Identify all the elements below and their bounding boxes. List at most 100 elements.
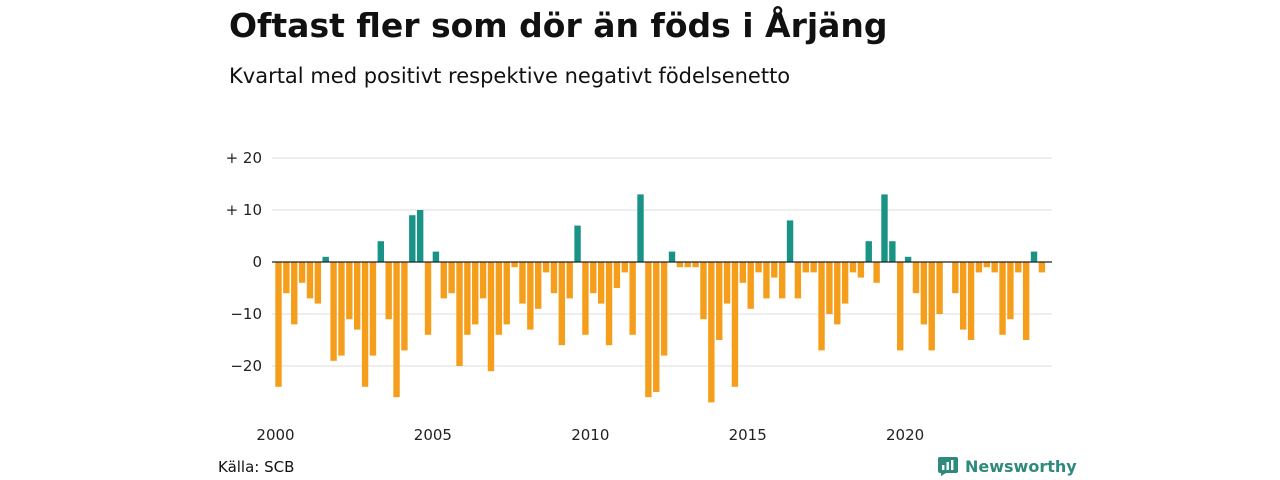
bar-2009-q1 [558, 262, 566, 346]
bar-2014-q3 [731, 262, 739, 387]
bar-2017-q4 [834, 262, 841, 325]
bar-2000-q2 [283, 262, 290, 294]
bar-2008-q3 [542, 262, 550, 273]
bar-2015-q3 [763, 262, 770, 299]
bar-2010-q4 [613, 262, 621, 288]
bar-2001-q1 [306, 262, 314, 299]
bar-2007-q2 [503, 262, 510, 325]
bar-2013-q4 [708, 262, 715, 403]
bar-2023-q2 [1007, 262, 1014, 320]
bar-2022-q1 [967, 262, 975, 340]
bar-2012-q3 [668, 251, 676, 262]
bar-2018-q2 [849, 262, 857, 273]
bar-2002-q1 [338, 262, 345, 356]
bar-2000-q3 [291, 262, 298, 325]
bar-2006-q1 [464, 262, 471, 335]
bar-2003-q1 [369, 262, 377, 356]
bar-2008-q4 [550, 262, 558, 294]
bar-2022-q3 [983, 262, 990, 268]
bar-2001-q3 [322, 256, 329, 262]
bar-2012-q2 [660, 262, 668, 356]
y-tick-label: + 10 [226, 201, 262, 219]
bar-2002-q2 [346, 262, 353, 320]
y-tick-label: + 20 [226, 149, 262, 167]
chart-subtitle: Kvartal med positivt respektive negativt… [229, 64, 791, 88]
bar-2018-q3 [857, 262, 865, 278]
x-tick-label: 2010 [571, 426, 609, 444]
bar-2006-q4 [487, 262, 495, 372]
bar-2000-q4 [298, 262, 306, 283]
bar-2016-q2 [786, 220, 794, 262]
bar-2007-q3 [511, 262, 518, 268]
bar-2018-q1 [841, 262, 849, 304]
bar-chart: + 20 + 10 0 −10 −20 2000 2005 2010 2015 2020 [226, 149, 1052, 444]
bar-2004-q2 [409, 215, 416, 262]
bar-2022-q4 [991, 262, 998, 273]
bar-2022-q2 [975, 262, 983, 273]
x-tick-label: 2000 [256, 426, 294, 444]
bar-2009-q3 [574, 225, 581, 262]
bar-2015-q4 [771, 262, 778, 278]
bar-2010-q2 [597, 262, 605, 304]
y-axis-ticks: + 20 + 10 0 −10 −20 [226, 149, 262, 375]
bar-2012-q4 [676, 262, 684, 268]
bar-2002-q4 [361, 262, 369, 387]
bar-2003-q2 [377, 241, 385, 262]
chart-title: Oftast fler som dör än föds i Årjäng [229, 6, 888, 45]
x-tick-label: 2015 [729, 426, 767, 444]
x-axis-ticks: 2000 2005 2010 2015 2020 [256, 426, 924, 444]
bar-2015-q1 [747, 262, 754, 309]
bar-2007-q4 [519, 262, 526, 304]
bars [275, 194, 1046, 403]
bar-2005-q2 [440, 262, 447, 299]
bar-2023-q3 [1015, 262, 1022, 273]
bar-2015-q2 [755, 262, 762, 273]
bar-2019-q2 [881, 194, 888, 262]
bar-2023-q1 [999, 262, 1006, 335]
y-tick-label: 0 [252, 253, 262, 271]
newsworthy-brand: Newsworthy [937, 455, 1077, 477]
bar-2012-q1 [653, 262, 660, 392]
bar-2011-q3 [637, 194, 644, 262]
bar-2016-q4 [802, 262, 809, 273]
source-note: Källa: SCB [218, 458, 295, 476]
bar-2011-q1 [621, 262, 628, 273]
bar-2019-q3 [889, 241, 896, 262]
bar-2019-q1 [873, 262, 880, 283]
bar-2002-q3 [354, 262, 361, 330]
bar-2019-q4 [897, 262, 904, 351]
bar-2003-q3 [385, 262, 392, 320]
bar-2020-q1 [904, 256, 912, 262]
bar-2000-q1 [275, 262, 282, 387]
bar-2009-q2 [566, 262, 573, 299]
bar-2021-q4 [959, 262, 967, 330]
bar-2008-q1 [527, 262, 534, 330]
y-tick-label: −20 [230, 357, 262, 375]
bar-2017-q2 [818, 262, 825, 351]
bar-2014-q4 [739, 262, 747, 283]
bar-2013-q2 [692, 262, 699, 268]
bar-2024-q2 [1038, 262, 1046, 273]
newsworthy-logo-icon [938, 457, 958, 476]
bar-2010-q3 [605, 262, 613, 346]
bar-2003-q4 [393, 262, 400, 398]
bar-2016-q3 [794, 262, 802, 299]
bar-2009-q4 [582, 262, 589, 335]
bar-2014-q1 [716, 262, 723, 340]
bar-2004-q3 [416, 210, 424, 262]
bar-2007-q1 [495, 262, 503, 335]
bar-2021-q1 [936, 262, 943, 314]
bar-2006-q2 [472, 262, 479, 325]
brand-name: Newsworthy [965, 456, 1077, 476]
x-tick-label: 2005 [414, 426, 452, 444]
bar-2001-q2 [314, 262, 322, 304]
bar-2006-q3 [479, 262, 487, 299]
bar-2005-q4 [456, 262, 463, 366]
bar-2013-q3 [700, 262, 707, 320]
bar-2005-q1 [432, 251, 440, 262]
bar-2011-q2 [629, 262, 636, 335]
bar-2005-q3 [448, 262, 455, 294]
bar-2018-q4 [865, 241, 872, 262]
bar-2021-q3 [952, 262, 959, 294]
bar-2013-q1 [684, 262, 691, 268]
